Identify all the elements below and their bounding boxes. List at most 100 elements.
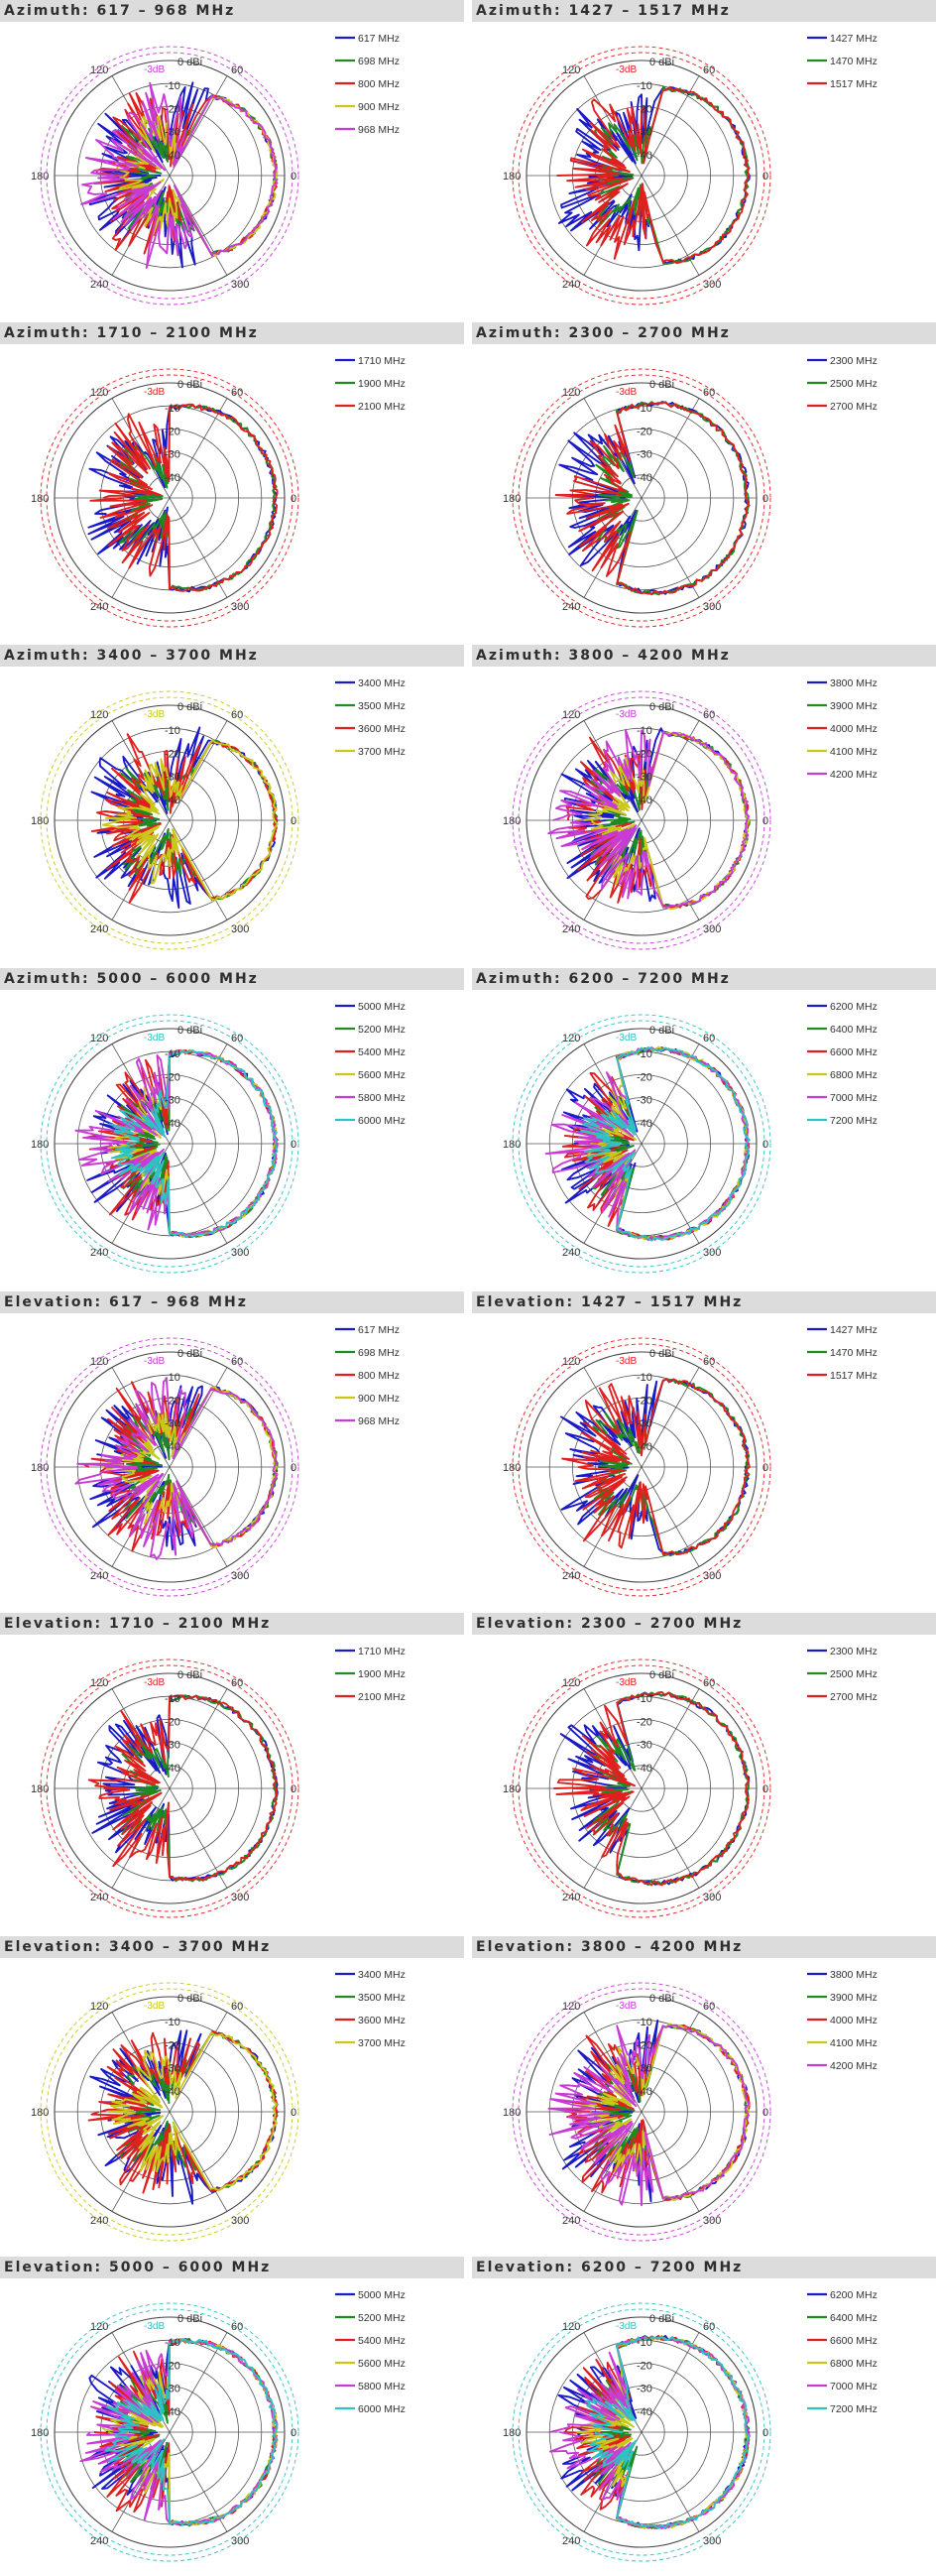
legend-label: 6600 MHz [830,1046,878,1058]
ring-label-minus3db: -3dB [144,2321,165,2332]
series-trace [90,733,279,905]
ring-label: -20 [637,748,652,760]
angle-label: 300 [231,279,249,291]
angle-label: 0 [762,1783,768,1795]
angle-label: 120 [562,2321,580,2333]
legend-label: 3800 MHz [830,1969,878,1981]
chart-header-bar: Azimuth: 1710 – 2100 MHz [0,322,464,344]
ring-label: -30 [637,2384,652,2395]
angle-label: 120 [562,1033,580,1044]
legend-label: 2100 MHz [358,1691,406,1703]
angle-label: 0 [291,2427,296,2439]
angle-label: 300 [703,2535,721,2547]
polar-chart: 0 dBi -3dB-10 -20 -30 -40 60 120 180 240 300 0 2300… [503,1646,878,1918]
grid-spoke [111,497,171,598]
angle-label: 240 [90,1892,108,1903]
angle-label: 0 [762,1139,768,1151]
angle-label: 0 [762,2107,768,2119]
angle-label: 180 [503,493,521,505]
polar-chart-panel: Azimuth: 3400 – 3700 MHz 0 dBi -3dB -10 -20 -… [0,645,464,964]
legend-label: 1710 MHz [358,355,406,367]
ring-label: -10 [637,1693,652,1705]
polar-chart-panel: Azimuth: 617 – 968 MHz 0 dBi -3dB -10 -20 -30… [0,0,464,319]
angle-label: 60 [231,64,243,76]
angle-label: 300 [703,923,721,935]
series-trace [591,1691,750,1887]
angle-label: 300 [231,1570,249,1582]
ring-label: -30 [637,1740,652,1752]
ring-label: -30 [637,127,652,139]
polar-chart: 0 dBi -3dB-10 -20 -30 -40 60 120 180 240 300 0 3400… [31,1969,406,2242]
angle-label: 60 [231,2001,243,2013]
ring-label: -20 [165,1395,180,1407]
ring-label: -20 [637,103,652,115]
grid-spoke [169,1043,228,1145]
angle-label: 180 [503,1783,521,1795]
legend-label: 5600 MHz [358,2358,406,2370]
chart-header-bar: Azimuth: 3400 – 3700 MHz [0,645,464,667]
series-trace [89,403,279,592]
chart-title: Azimuth: 3800 – 4200 MHz [476,648,731,664]
grid-spoke [583,2111,643,2212]
series-trace [74,1049,279,1236]
angle-label: 300 [703,1892,721,1903]
polar-chart-panel: Azimuth: 6200 – 7200 MHz 0 dBi -3dB -10 -20 -… [472,968,936,1288]
chart-header-bar: Elevation: 617 – 968 MHz [0,1291,464,1313]
ring-label: -40 [637,2086,652,2098]
legend-label: 3700 MHz [358,746,406,758]
ring-label: -20 [637,1716,652,1728]
angle-label: 120 [90,2001,108,2013]
polar-chart-panel: Azimuth: 1710 – 2100 MHz 0 dBi -3dB -10 -20 -… [0,322,464,642]
angle-label: 60 [703,2321,715,2333]
chart-header-bar: Azimuth: 6200 – 7200 MHz [472,968,936,990]
angle-label: 120 [90,1033,108,1044]
chart-title: Elevation: 617 – 968 MHz [4,1294,248,1310]
ring-label-0dbi: 0 dBi [649,57,674,68]
legend-label: 6800 MHz [830,2358,878,2370]
reference-ring [512,1014,771,1274]
reference-ring [512,690,771,950]
polar-chart-panel: Elevation: 5000 – 6000 MHz 0 dBi -3dB -10 -2… [0,2257,464,2576]
chart-header-bar: Azimuth: 5000 – 6000 MHz [0,968,464,990]
grid-spoke [111,1787,171,1889]
polar-chart: 0 dBi -3dB-10 -20 -30 -40 60 120 180 240 300 0 617 … [31,1324,400,1597]
ring-label: -20 [165,426,180,437]
angle-label: 120 [562,64,580,76]
ring-label: -40 [165,2406,180,2418]
chart-title: Elevation: 3400 – 3700 MHz [4,1939,272,1955]
angle-label: 60 [231,1356,243,1368]
polar-chart: 0 dBi -3dB-10 -20 -30 -40 60 120 180 240 300 0 3800… [503,1969,878,2242]
chart-header-bar: Azimuth: 2300 – 2700 MHz [472,322,936,344]
angle-label: 60 [703,1356,715,1368]
ring-label: -40 [637,1118,652,1130]
legend-label: 5200 MHz [358,1024,406,1036]
series-trace [87,1694,278,1882]
grid-spoke [583,819,643,920]
ring-label: -10 [637,2017,652,2028]
ring-label-0dbi: 0 dBi [177,1669,202,1681]
ring-label-minus3db: -3dB [616,1677,637,1688]
angle-label: 120 [90,387,108,399]
series-trace [580,1045,751,1242]
reference-ring [512,1337,771,1597]
polar-chart-panel: Azimuth: 2300 – 2700 MHz 0 dBi -3dB -10 -20 -… [472,322,936,642]
chart-header-bar: Elevation: 2300 – 2700 MHz [472,1613,936,1635]
polar-chart-panel: Azimuth: 3800 – 4200 MHz 0 dBi -3dB -10 -20 -… [472,645,936,964]
angle-label: 0 [762,2427,768,2439]
legend-label: 968 MHz [358,124,400,136]
angle-label: 120 [562,709,580,721]
reference-ring [46,52,293,300]
ring-label-minus3db: -3dB [144,387,165,398]
ring-label: -20 [165,2039,180,2051]
angle-label: 180 [31,1783,49,1795]
angle-label: 300 [231,601,249,613]
grid-spoke [641,398,700,499]
legend-label: 6000 MHz [358,1115,406,1127]
legend-label: 6200 MHz [830,1001,878,1013]
chart-title: Elevation: 1427 – 1517 MHz [476,1294,744,1310]
legend-label: 3900 MHz [830,1992,878,2004]
angle-label: 0 [291,493,296,505]
series-trace [592,1378,751,1557]
ring-label: -30 [165,2384,180,2395]
legend-label: 1427 MHz [830,1324,878,1336]
